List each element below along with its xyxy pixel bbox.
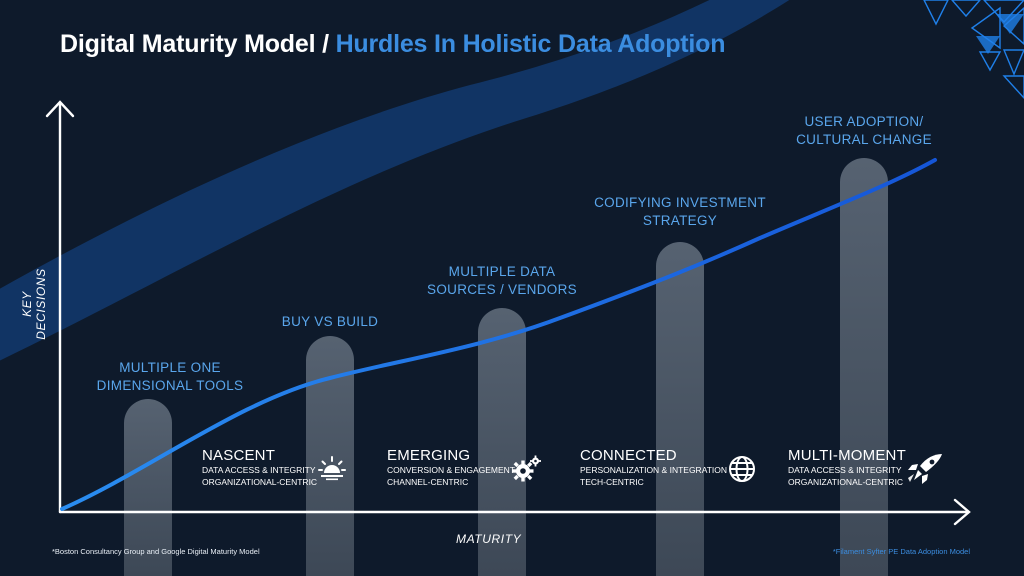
gears-icon [512, 455, 541, 482]
stage-name: CONNECTED [580, 447, 677, 464]
hurdle-2-line1: BUY VS BUILD [281, 314, 379, 329]
maturity-curve [60, 158, 937, 511]
stage-connected: CONNECTED PERSONALIZATION & INTEGRATION … [580, 447, 727, 488]
background-band [0, 0, 790, 361]
stage-detail-1: DATA ACCESS & INTEGRITY [202, 465, 316, 475]
title-accent: Hurdles In Holistic Data Adoption [335, 30, 726, 58]
pillar-3 [478, 308, 526, 576]
hurdle-4-line1: CODIFYING INVESTMENT [594, 195, 766, 210]
sunrise-icon [318, 456, 346, 481]
page-title: Digital Maturity Model / Hurdles In Holi… [60, 30, 725, 59]
stage-emerging: EMERGING CONVERSION & ENGAGEMENT CHANNEL… [387, 447, 515, 488]
hurdle-label-2: BUY VS BUILD [250, 313, 410, 331]
corner-triangle-fill [976, 14, 1024, 54]
hurdle-4-line2: STRATEGY [642, 213, 718, 228]
stage-detail-2: ORGANIZATIONAL-CENTRIC [202, 477, 318, 487]
pillar-4 [656, 242, 704, 576]
hurdle-5-line1: USER ADOPTION/ [804, 114, 924, 129]
stage-nascent: NASCENT DATA ACCESS & INTEGRITY ORGANIZA… [202, 447, 317, 488]
stage-detail-2: TECH-CENTRIC [580, 477, 644, 487]
title-main: Digital Maturity Model / [60, 30, 329, 58]
hurdle-label-1: MULTIPLE ONE DIMENSIONAL TOOLS [80, 359, 260, 395]
hurdle-5-line2: CULTURAL CHANGE [796, 132, 932, 147]
pillar-2 [306, 336, 354, 576]
pillar-1 [124, 399, 172, 576]
stage-detail-1: PERSONALIZATION & INTEGRATION [580, 465, 728, 475]
stage-name: NASCENT [202, 447, 276, 464]
stage-detail-1: DATA ACCESS & INTEGRITY [788, 465, 902, 475]
footnote-left: *Boston Consultancy Group and Google Dig… [52, 547, 260, 556]
x-axis-arrowhead [953, 498, 971, 526]
stage-detail-2: ORGANIZATIONAL-CENTRIC [788, 477, 904, 487]
hurdle-1-line1: MULTIPLE ONE [119, 360, 221, 375]
stage-detail-2: CHANNEL-CENTRIC [387, 477, 469, 487]
hurdle-label-4: CODIFYING INVESTMENT STRATEGY [580, 194, 780, 230]
hurdle-pillars [124, 158, 888, 576]
hurdle-1-line2: DIMENSIONAL TOOLS [96, 378, 244, 393]
x-axis-label: MATURITY [456, 532, 522, 546]
stage-multi-moment: MULTI-MOMENT DATA ACCESS & INTEGRITY ORG… [788, 447, 906, 488]
hurdle-label-5: USER ADOPTION/ CULTURAL CHANGE [774, 113, 954, 149]
stage-name: MULTI-MOMENT [788, 447, 906, 464]
footnote-right: *Filament Syfter PE Data Adoption Model [832, 547, 970, 556]
hurdle-3-line1: MULTIPLE DATA [448, 264, 556, 279]
pillar-5 [840, 158, 888, 576]
stage-name: EMERGING [387, 447, 471, 464]
y-axis-label: KEY DECISIONS [20, 268, 48, 340]
y-axis-arrowhead [45, 100, 75, 118]
axes [45, 100, 971, 526]
stage-detail-1: CONVERSION & ENGAGEMENT [387, 465, 515, 475]
rocket-icon [908, 454, 942, 484]
hurdle-label-3: MULTIPLE DATA SOURCES / VENDORS [412, 263, 592, 299]
hurdle-3-line2: SOURCES / VENDORS [427, 282, 577, 297]
globe-icon [729, 456, 755, 482]
